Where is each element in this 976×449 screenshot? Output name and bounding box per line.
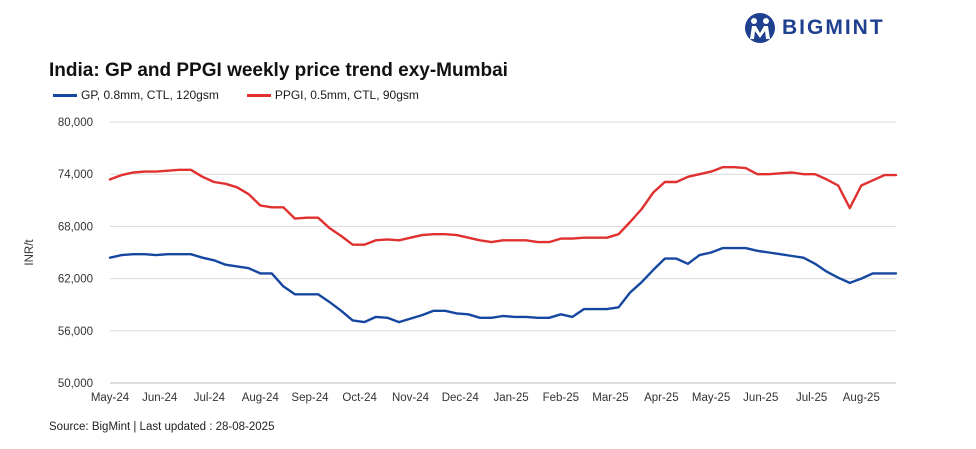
series-line-ppgi (108, 165, 898, 246)
legend-swatch-ppgi (246, 93, 271, 97)
source-note: Source: BigMint | Last updated : 28-08-2… (49, 421, 275, 433)
grid-layer (110, 121, 896, 384)
x-tick-label: Feb-25 (543, 392, 579, 404)
brand-name: BIGMINT (782, 16, 885, 39)
x-tick-label: Jun-24 (142, 392, 178, 404)
legend-label-ppgi: PPGI, 0.5mm, CTL, 90gsm (274, 88, 419, 102)
x-tick-label: Nov-24 (392, 392, 430, 404)
y-tick-label: 74,000 (58, 169, 93, 181)
x-tick-label: Jul-25 (796, 392, 827, 404)
x-tick-label: Sep-24 (291, 392, 329, 404)
y-axis-title: INR/t (24, 239, 36, 266)
y-tick-label: 80,000 (58, 117, 93, 129)
chart-legend: GP, 0.8mm, CTL, 120gsm PPGI, 0.5mm, CTL,… (53, 88, 447, 102)
x-tick-label: Jun-25 (743, 392, 778, 404)
bigmint-logo: BIGMINT (744, 12, 885, 44)
x-tick-label: Apr-25 (644, 392, 679, 404)
y-tick-label: 56,000 (58, 326, 93, 338)
chart-title: India: GP and PPGI weekly price trend ex… (49, 60, 508, 81)
x-axis: May-24 Jun-24 Jul-24 Aug-24 Sep-24 Oct-24 Nov-… (91, 392, 880, 404)
y-axis: 50,000 56,000 62,000 68,000 74,000 80,000 (58, 117, 93, 390)
x-tick-label: Aug-25 (843, 392, 880, 404)
series-line-gp (108, 246, 898, 324)
x-tick-label: Mar-25 (592, 392, 628, 404)
legend-item-ppgi: PPGI, 0.5mm, CTL, 90gsm (246, 88, 419, 102)
legend-item-gp: GP, 0.8mm, CTL, 120gsm (53, 88, 219, 102)
x-tick-label: Jan-25 (494, 392, 529, 404)
bigmint-logo-icon (745, 13, 775, 43)
x-tick-label: May-25 (692, 392, 730, 404)
x-tick-label: Dec-24 (442, 392, 480, 404)
y-tick-label: 68,000 (58, 221, 93, 233)
legend-label-gp: GP, 0.8mm, CTL, 120gsm (81, 88, 219, 102)
x-tick-label: May-24 (91, 392, 130, 404)
series-layer (108, 165, 898, 324)
x-tick-label: Jul-24 (194, 392, 226, 404)
legend-swatch-gp (53, 93, 77, 97)
x-tick-label: Oct-24 (342, 392, 377, 404)
x-tick-label: Aug-24 (242, 392, 280, 404)
y-tick-label: 62,000 (58, 274, 93, 286)
y-tick-label: 50,000 (58, 378, 93, 390)
